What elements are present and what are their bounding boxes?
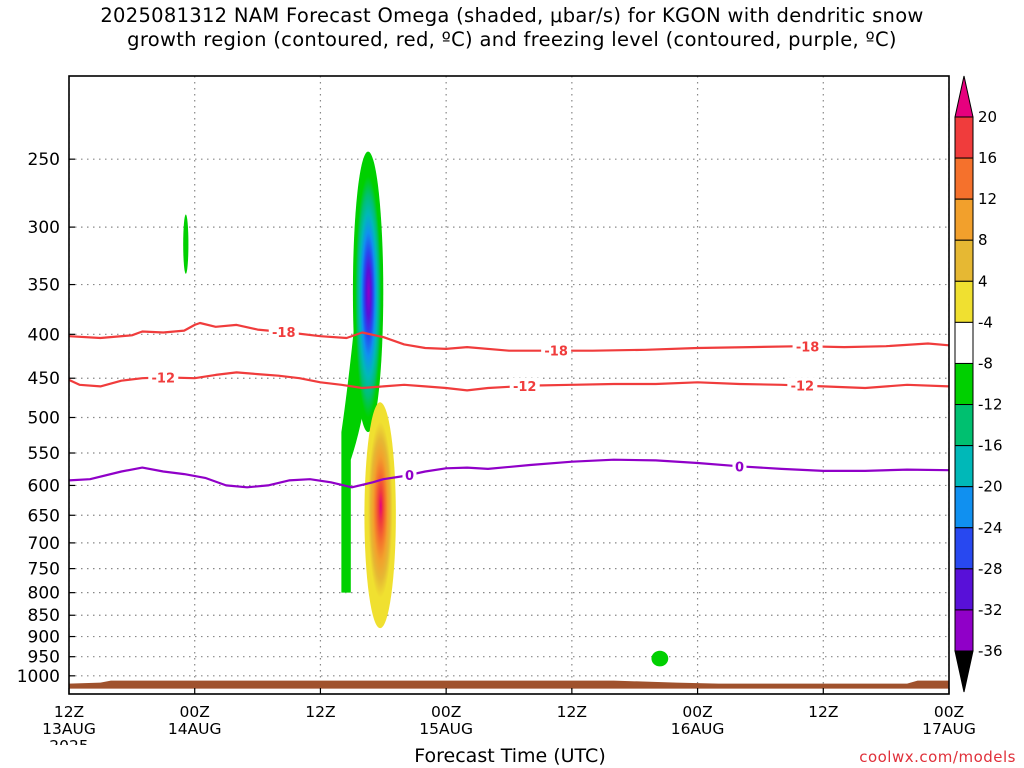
colorbar-label: -32 — [978, 601, 1003, 619]
contour-label: 0 — [405, 469, 414, 484]
y-tick-label: 400 — [28, 325, 60, 345]
omega-small-area-left — [183, 214, 189, 274]
omega-chart: -18 -18 -18 -12 -12 -12 0 0 250 300 350 400 450 500 5… — [17, 75, 1003, 745]
colorbar-swatch — [954, 445, 974, 488]
x-tick-label: 15AUG — [419, 720, 473, 738]
colorbar-bottom-arrow — [954, 650, 974, 693]
colorbar-swatch — [954, 321, 974, 364]
colorbar-label: 4 — [978, 272, 988, 290]
colorbar-label: -24 — [978, 519, 1003, 537]
contour-label: -12 — [513, 380, 537, 395]
contour-label: -18 — [796, 340, 820, 355]
x-tick-label: 00Z — [180, 703, 210, 721]
colorbar-swatch — [954, 362, 974, 406]
colorbar-top-arrow — [954, 75, 974, 118]
omega-small-area-right — [651, 650, 669, 667]
colorbar-label: -16 — [978, 437, 1003, 455]
colorbar-swatch — [954, 157, 974, 200]
contour-label-bg — [732, 458, 747, 475]
terrain — [69, 680, 949, 689]
contour-label-bg — [541, 342, 572, 359]
x-tick-label: 00Z — [682, 703, 712, 721]
colorbar-label: -12 — [978, 396, 1003, 414]
y-tick-label: 600 — [28, 476, 60, 496]
y-tick-label: 700 — [28, 534, 60, 554]
colorbar-label: -36 — [978, 642, 1003, 660]
contour-label: -12 — [152, 371, 176, 386]
x-tick-label: 2025 — [49, 737, 88, 745]
x-axis-title: Forecast Time (UTC) — [414, 745, 606, 767]
colorbar-label: -20 — [978, 478, 1003, 496]
y-tick-label: 250 — [28, 150, 60, 170]
y-tick-label: 750 — [28, 560, 60, 580]
y-tick-label: 350 — [28, 276, 60, 296]
x-tick-label: 14AUG — [168, 720, 222, 738]
colorbar-label: -28 — [978, 560, 1003, 578]
colorbar-swatch — [954, 404, 974, 447]
credit-link[interactable]: coolwx.com/models — [859, 748, 1016, 766]
contour-label-bg — [509, 377, 540, 394]
colorbar-label: 8 — [978, 231, 988, 249]
colorbar-swatch — [954, 239, 974, 282]
chart-title: 2025081312 NAM Forecast Omega (shaded, μ… — [0, 4, 1024, 52]
title-line-2: growth region (contoured, red, ºC) and f… — [127, 28, 897, 51]
plot-frame — [68, 75, 950, 695]
contour-label-bg — [787, 377, 818, 394]
x-tick-label: 00Z — [934, 703, 964, 721]
colorbar-swatch — [954, 198, 974, 241]
y-tick-label: 950 — [28, 648, 60, 668]
colorbar-swatch — [954, 280, 974, 323]
colorbar-swatch — [954, 527, 974, 570]
colorbar-swatch — [954, 116, 974, 159]
y-tick-label: 300 — [28, 218, 60, 238]
colorbar-label: -8 — [978, 354, 993, 372]
colorbar-swatch — [954, 609, 974, 652]
contour-label: -12 — [791, 380, 815, 395]
x-tick-label: 12Z — [54, 703, 84, 721]
colorbar-label: 12 — [978, 190, 997, 208]
y-tick-label: 850 — [28, 606, 60, 626]
y-tick-label: 450 — [28, 369, 60, 389]
y-tick-label: 500 — [28, 408, 60, 428]
colorbar-label: 20 — [978, 108, 997, 126]
colorbar-label: -4 — [978, 313, 993, 331]
y-tick-label: 800 — [28, 584, 60, 604]
contour-label-bg — [268, 323, 299, 340]
colorbar-label: 16 — [978, 149, 997, 167]
x-tick-label: 12Z — [305, 703, 335, 721]
contour-label: -18 — [544, 345, 568, 360]
omega-ascent-column — [352, 151, 384, 433]
colorbar-swatch — [954, 568, 974, 611]
x-tick-label: 13AUG — [42, 720, 96, 738]
contour-label: -18 — [272, 326, 296, 341]
contour-line-0 — [69, 458, 949, 489]
title-line-1: 2025081312 NAM Forecast Omega (shaded, μ… — [100, 4, 924, 27]
omega-descent-column — [364, 402, 396, 629]
x-tick-label: 17AUG — [922, 720, 976, 738]
y-tick-label: 650 — [28, 506, 60, 526]
x-tick-label: 12Z — [557, 703, 587, 721]
x-tick-label: 16AUG — [671, 720, 725, 738]
x-tick-label: 12Z — [808, 703, 838, 721]
y-tick-label: 550 — [28, 444, 60, 464]
contour-label: 0 — [735, 460, 744, 475]
y-tick-label: 900 — [28, 628, 60, 648]
contour-line-m18 — [69, 321, 949, 352]
x-tick-label: 00Z — [431, 703, 461, 721]
contour-label-bg — [402, 466, 417, 483]
colorbar-swatch — [954, 486, 974, 529]
contour-label-bg — [148, 369, 179, 386]
y-tick-label: 1000 — [17, 667, 60, 687]
contour-label-bg — [792, 338, 823, 355]
